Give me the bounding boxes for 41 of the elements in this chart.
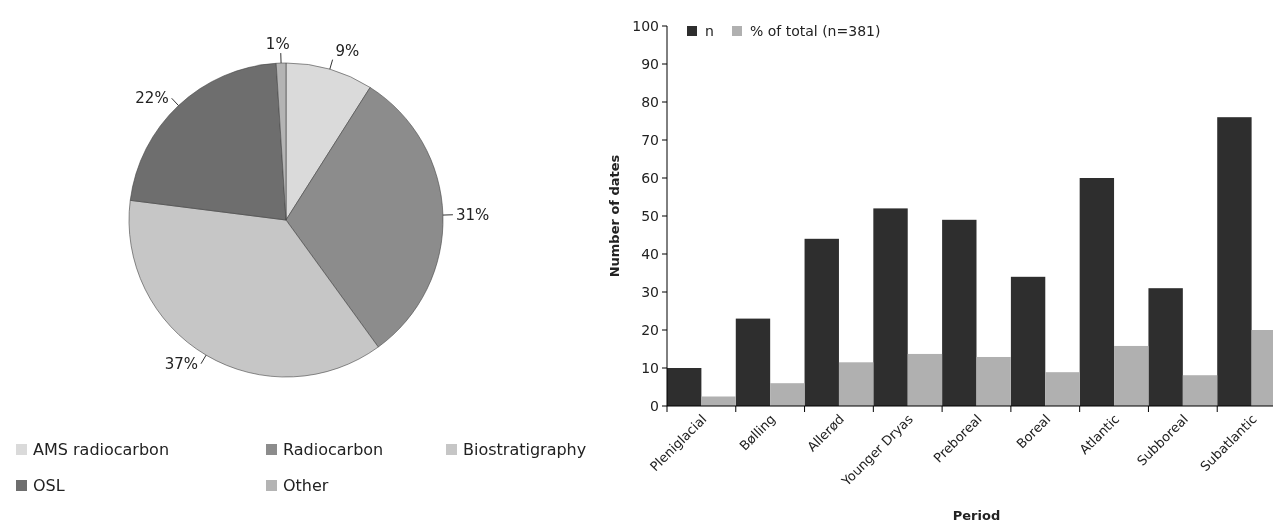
y-tick-label: 20: [641, 322, 659, 338]
bar: [873, 208, 908, 406]
bar: [1010, 276, 1046, 406]
y-tick-label: 100: [632, 18, 659, 34]
bar: [1217, 117, 1252, 406]
bar: [1045, 372, 1080, 406]
bar: [907, 353, 943, 406]
y-tick-label: 60: [641, 170, 659, 186]
data-label: 22%: [135, 89, 169, 108]
bar: [838, 362, 874, 406]
legend-label: Biostratigraphy: [463, 440, 587, 459]
bar: [770, 383, 805, 406]
legend-label: Radiocarbon: [283, 440, 384, 459]
bar: [667, 368, 702, 406]
legend-label: AMS radiocarbon: [33, 440, 170, 459]
legend-label: OSL: [33, 476, 65, 495]
y-tick-label: 70: [641, 132, 659, 148]
y-tick-label: 40: [641, 246, 659, 262]
bar: [976, 356, 1011, 406]
y-tick-label: 10: [641, 360, 659, 376]
bar: [1148, 288, 1183, 406]
bar: [1079, 178, 1115, 406]
data-label: 9%: [335, 41, 360, 60]
data-label: 37%: [164, 354, 198, 373]
bar: [735, 318, 771, 406]
y-axis-title: Number of dates: [607, 154, 622, 278]
y-tick-label: 50: [641, 208, 659, 224]
legend-label: n: [705, 23, 714, 39]
data-label: 1%: [265, 35, 290, 54]
legend-label: % of total (n=381): [750, 23, 881, 39]
y-tick-label: 80: [641, 94, 659, 110]
bar: [1114, 345, 1149, 406]
y-tick-label: 0: [650, 398, 659, 414]
bar: [804, 238, 839, 406]
legend-label: Other: [283, 476, 329, 495]
y-tick-label: 90: [641, 56, 659, 72]
y-tick-label: 30: [641, 284, 659, 300]
data-label: 31%: [455, 205, 490, 224]
bar: [942, 219, 977, 406]
x-axis-title: Period: [952, 508, 1001, 523]
bar: [1182, 375, 1218, 406]
